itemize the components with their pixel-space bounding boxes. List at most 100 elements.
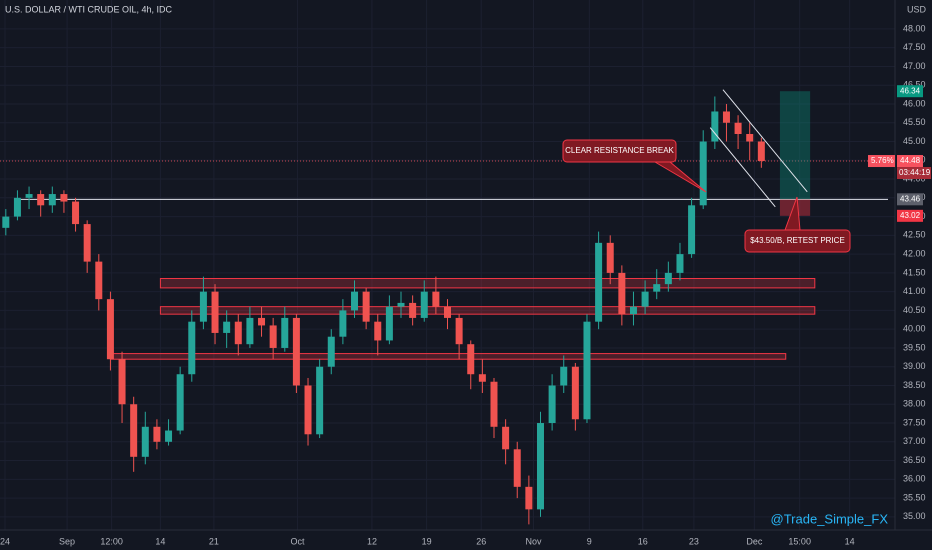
candle-body [699, 141, 707, 206]
candle-body [304, 385, 312, 435]
y-tick-label: 36.50 [903, 455, 926, 465]
candle-body [83, 224, 91, 262]
x-tick-label: 9 [587, 536, 592, 546]
candle-body [653, 284, 661, 292]
candle-body [548, 385, 556, 424]
candle-body [118, 359, 126, 405]
y-tick-label: 42.50 [903, 230, 926, 240]
candle-body [722, 111, 730, 123]
callout-box [562, 139, 677, 163]
y-tick-label: 38.50 [903, 380, 926, 390]
x-tick-label: 23 [689, 536, 699, 546]
candle-body [560, 366, 568, 386]
candle-body [327, 336, 335, 367]
price-badge [897, 193, 923, 206]
x-tick-label: 19 [422, 536, 432, 546]
candle-body [141, 426, 149, 457]
candle-body [688, 205, 696, 255]
annotation: CLEAR RESISTANCE BREAK [565, 146, 674, 155]
candle-body [316, 366, 324, 435]
target-box [779, 91, 811, 200]
candle-body [281, 317, 289, 348]
candle-body [746, 134, 754, 142]
y-tick-label: 45.50 [903, 117, 926, 127]
candle-body [676, 254, 684, 273]
y-tick-label: 41.00 [903, 286, 926, 296]
candle-body [130, 404, 138, 457]
candle-body [641, 291, 649, 307]
zone [109, 353, 787, 360]
candle-body [25, 194, 33, 198]
countdown-badge [897, 167, 931, 180]
y-tick-label: 39.50 [903, 342, 926, 352]
candle-body [444, 306, 451, 318]
channel-line [722, 89, 808, 193]
candle-body [618, 272, 626, 315]
x-tick-label: 24 [0, 536, 10, 546]
countdown-label: 03:44:19 [899, 168, 931, 177]
annotation: $43.50/B, RETEST PRICE [750, 236, 845, 245]
callout-box [744, 229, 851, 253]
chart-title: U.S. DOLLAR / WTI CRUDE OIL, 4h, IDC [5, 4, 173, 14]
channel-line [709, 127, 776, 208]
x-tick-label: 21 [209, 536, 219, 546]
y-tick-label: 35.00 [903, 511, 926, 521]
candle-body [757, 141, 765, 162]
y-tick-label: 46.00 [903, 98, 926, 108]
x-tick-label: 14 [845, 536, 855, 546]
y-tick-label: 41.50 [903, 267, 926, 277]
x-tick-label: Nov [526, 536, 543, 546]
y-tick-label: 47.50 [903, 42, 926, 52]
candle-body [72, 201, 80, 225]
candle-body [339, 310, 347, 337]
y-tick-label: 37.00 [903, 436, 926, 446]
candle-body [351, 291, 359, 311]
candle-body [385, 306, 393, 341]
y-tick-label: 45.00 [903, 136, 926, 146]
candle-body [513, 449, 521, 487]
candle-body [711, 111, 719, 142]
price-badge-label: 43.46 [900, 194, 921, 203]
zone [159, 278, 816, 289]
candle-body [60, 194, 68, 202]
x-tick-label: 12:00 [100, 536, 123, 546]
candle-body [409, 302, 417, 318]
candle-body [502, 426, 510, 450]
price-badge-label: 44.48 [900, 156, 921, 165]
candle-body [48, 194, 56, 206]
x-tick-label: 12 [367, 536, 377, 546]
y-tick-label: 48.00 [903, 23, 926, 33]
candle-body [269, 325, 277, 348]
candle-body [153, 426, 161, 442]
candle-body [37, 194, 45, 206]
y-tick-label: 47.00 [903, 61, 926, 71]
y-tick-label: 40.50 [903, 305, 926, 315]
candle-body [467, 344, 475, 375]
candle-body [606, 242, 614, 273]
x-tick-label: 26 [476, 536, 486, 546]
price-badge [897, 155, 923, 168]
zone [159, 306, 816, 315]
candle-body [583, 321, 591, 420]
candle-body [629, 306, 637, 315]
candle-body [490, 381, 498, 427]
candle-body [525, 486, 533, 510]
currency: USD [907, 4, 927, 14]
price-badge-label: 43.02 [900, 211, 921, 220]
plot [0, 89, 895, 525]
x-tick-label: 16 [638, 536, 648, 546]
change-badge [868, 155, 895, 168]
candle-body [234, 321, 242, 345]
y-tick-label: 40.00 [903, 324, 926, 334]
candle-body [734, 122, 742, 135]
candle-body [432, 291, 440, 307]
x-tick-label: Sep [59, 536, 75, 546]
grid [0, 0, 895, 530]
y-tick-label: 46.50 [903, 80, 926, 90]
candle-body [455, 317, 463, 345]
price-badge [897, 85, 923, 98]
candle-body [397, 302, 405, 307]
y-tick-label: 37.50 [903, 417, 926, 427]
